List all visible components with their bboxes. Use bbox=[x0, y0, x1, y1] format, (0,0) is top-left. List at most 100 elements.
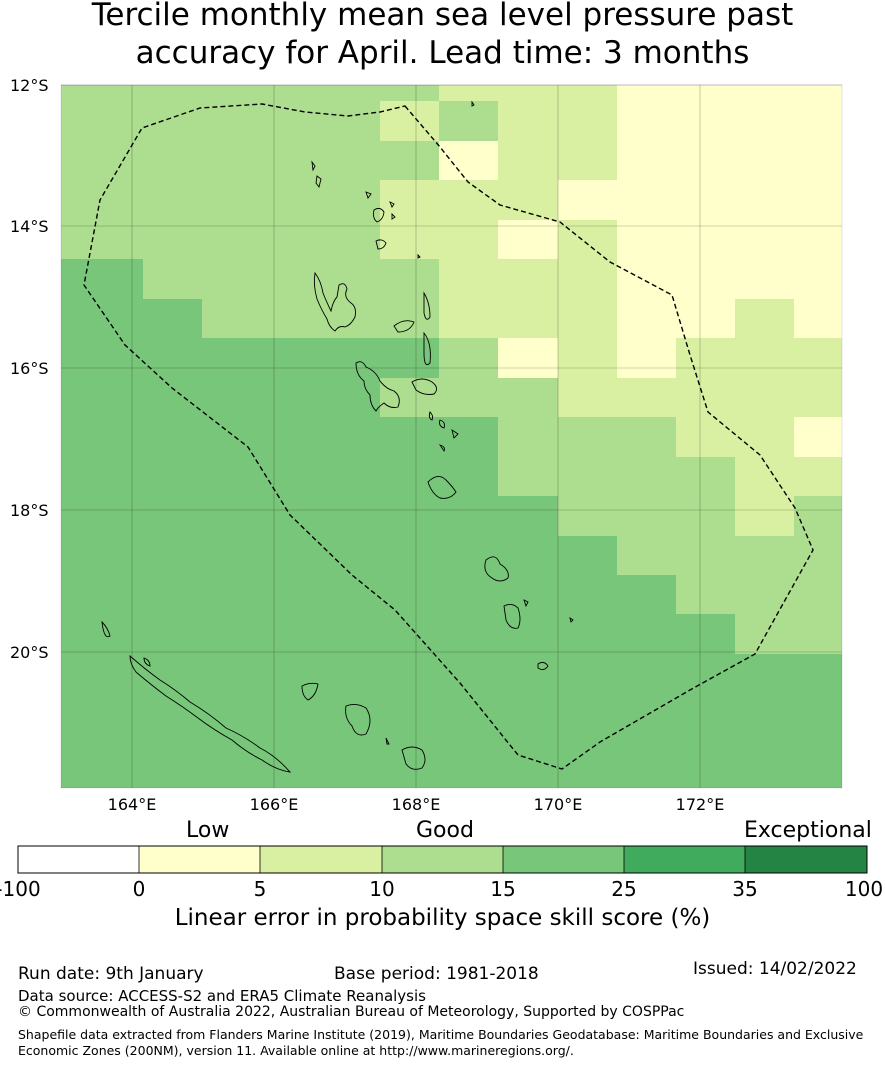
grid-cell bbox=[558, 338, 617, 378]
grid-cell bbox=[202, 299, 439, 338]
island-outline bbox=[313, 271, 356, 332]
grid-cell bbox=[439, 101, 498, 141]
grid-cell bbox=[439, 259, 617, 299]
skill-map bbox=[17, 84, 868, 874]
grid-cell bbox=[61, 338, 439, 378]
island-outline bbox=[129, 655, 292, 773]
island-outline bbox=[438, 444, 445, 452]
grid-cell bbox=[617, 299, 735, 338]
grid-cell bbox=[676, 575, 842, 614]
colorbar-segment bbox=[624, 846, 745, 873]
island-outline bbox=[385, 737, 390, 745]
colorbar-tick: 25 bbox=[611, 877, 637, 901]
grid-cell bbox=[61, 457, 498, 496]
island-outline bbox=[393, 320, 415, 333]
grid-cell bbox=[61, 85, 439, 101]
chart-title-line-2: accuracy for April. Lead time: 3 months bbox=[135, 35, 750, 71]
chart-title-line-1: Tercile monthly mean sea level pressure … bbox=[91, 0, 794, 33]
lon-label: 164°E bbox=[107, 795, 157, 814]
grid-cell bbox=[61, 259, 143, 299]
lat-label: 14°S bbox=[10, 217, 49, 236]
grid-cell bbox=[61, 180, 380, 220]
grid-cell bbox=[498, 338, 558, 378]
island-outline bbox=[375, 239, 387, 250]
island-outline bbox=[301, 682, 319, 701]
grid-cell bbox=[380, 180, 558, 220]
colorbar-segment bbox=[18, 846, 139, 873]
lat-label: 12°S bbox=[10, 76, 49, 95]
lon-label: 170°E bbox=[533, 795, 583, 814]
island-outline bbox=[345, 703, 371, 736]
grid-cell bbox=[439, 141, 498, 180]
grid-cell bbox=[558, 180, 842, 220]
colorbar-tick: 35 bbox=[732, 877, 758, 901]
grid-cell bbox=[61, 496, 558, 536]
grid-cell bbox=[380, 101, 439, 141]
colorbar-segment bbox=[503, 846, 624, 873]
grid-cell bbox=[61, 614, 735, 654]
grid-cell bbox=[735, 299, 794, 338]
skill-grid bbox=[61, 85, 842, 788]
colorbar bbox=[17, 845, 868, 874]
grid-cell bbox=[735, 614, 842, 654]
grid-cell bbox=[498, 101, 617, 141]
island-outline bbox=[423, 291, 431, 320]
lon-label: 172°E bbox=[675, 795, 725, 814]
grid-cell bbox=[439, 85, 617, 101]
grid-cell bbox=[558, 496, 735, 536]
grid-cell bbox=[498, 417, 676, 457]
island-outline bbox=[101, 620, 111, 638]
island-outline bbox=[315, 175, 322, 189]
colorbar-segment bbox=[382, 846, 503, 873]
grid-cell bbox=[498, 141, 617, 180]
colorbar-tick: 100 bbox=[844, 877, 884, 901]
island-outline bbox=[484, 556, 509, 582]
island-outline bbox=[143, 657, 151, 667]
base-period: Base period: 1981-2018 bbox=[334, 964, 539, 984]
island-outline bbox=[365, 191, 372, 199]
island-outline bbox=[401, 746, 426, 770]
island-outline bbox=[389, 201, 395, 208]
grid-cell bbox=[61, 141, 439, 180]
island-outline bbox=[391, 212, 396, 220]
colorbar-title: Linear error in probability space skill … bbox=[174, 905, 711, 931]
colorbar-tick: -100 bbox=[0, 877, 41, 901]
grid-cell bbox=[617, 536, 842, 575]
grid-cell bbox=[61, 101, 380, 141]
colorbar-tick: 5 bbox=[253, 877, 267, 901]
lon-label: 168°E bbox=[391, 795, 441, 814]
colorbar-segment bbox=[745, 846, 867, 873]
grid-cell bbox=[439, 338, 498, 378]
grid-cell bbox=[617, 220, 842, 259]
run-date: Run date: 9th January bbox=[18, 964, 204, 984]
grid-cell bbox=[61, 378, 380, 417]
grid-cell bbox=[735, 496, 794, 536]
island-outline bbox=[503, 603, 521, 629]
island-outline bbox=[311, 160, 316, 172]
grid-cell bbox=[61, 299, 202, 338]
grid-cell bbox=[676, 417, 794, 457]
grid-cell bbox=[498, 457, 735, 496]
island-outline bbox=[439, 419, 445, 429]
island-outline bbox=[423, 331, 431, 366]
grid-cell bbox=[676, 338, 842, 378]
grid-cell bbox=[61, 417, 498, 457]
colorbar-tick: 10 bbox=[369, 877, 395, 901]
island-outline bbox=[427, 476, 457, 499]
grid-cell bbox=[558, 220, 617, 259]
colorbar-tick: 0 bbox=[132, 877, 146, 901]
grid-cell bbox=[439, 299, 617, 338]
grid-cell bbox=[61, 575, 676, 614]
lon-label: 166°E bbox=[249, 795, 299, 814]
colorbar-tick: 15 bbox=[490, 877, 516, 901]
island-outline bbox=[569, 616, 574, 623]
grid-cell bbox=[617, 338, 676, 378]
grid-cell bbox=[794, 417, 842, 457]
island-outline bbox=[428, 411, 434, 421]
grid-cell bbox=[617, 101, 842, 141]
colorbar-category-good: Good bbox=[416, 818, 474, 843]
lat-label: 16°S bbox=[10, 359, 49, 378]
grid-cell bbox=[380, 378, 558, 417]
island-outline bbox=[372, 207, 385, 223]
island-outline bbox=[523, 599, 529, 608]
